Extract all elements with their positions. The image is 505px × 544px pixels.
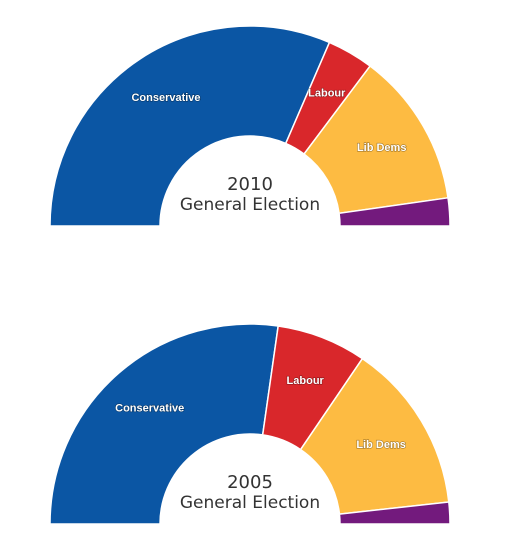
center-election-label: General Election	[180, 195, 320, 215]
slice-label-lib-dems: Lib Dems	[356, 439, 406, 451]
center-year-label: 2010	[227, 174, 273, 195]
slice-label-lib-dems: Lib Dems	[357, 142, 407, 154]
slice-conservative	[49, 25, 331, 227]
slice-label-labour: Labour	[308, 88, 346, 100]
slice-lib-dems	[302, 65, 449, 215]
center-year-label: 2005	[227, 472, 273, 493]
slice-conservative	[49, 323, 280, 525]
slice-label-labour: Labour	[287, 375, 325, 387]
slice-lib-dems	[299, 357, 450, 515]
slice-label-conservative: Conservative	[115, 402, 184, 414]
slice-other	[338, 501, 451, 525]
slice-other	[338, 196, 451, 227]
slice-label-conservative: Conservative	[131, 92, 200, 104]
center-election-label: General Election	[180, 493, 320, 513]
